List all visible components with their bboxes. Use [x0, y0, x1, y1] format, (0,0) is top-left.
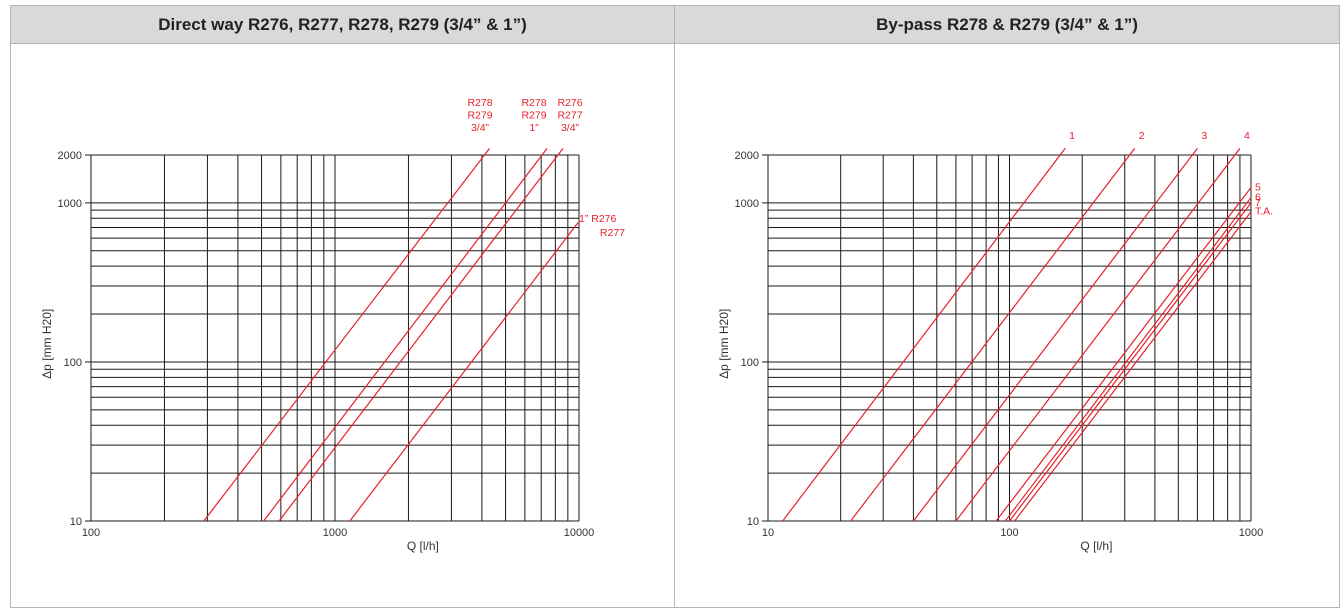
series-label: 3	[1201, 130, 1207, 142]
series-label: 3/4”	[471, 122, 490, 134]
series-line	[263, 148, 548, 522]
x-tick-label: 10000	[564, 527, 595, 539]
y-tick-label: 10	[70, 516, 82, 528]
panel-by-pass: By-pass R278 & R279 (3/4” & 1”) 10 100 100…	[675, 6, 1339, 607]
series-line	[203, 148, 491, 522]
series-label: R278	[467, 97, 492, 109]
y-tick-label: 2000	[735, 150, 759, 162]
series-label: 5	[1255, 181, 1261, 193]
series-label: 1	[1069, 130, 1075, 142]
panel-direct-way: Direct way R276, R277, R278, R279 (3/4” …	[11, 6, 675, 607]
series-label: R277	[600, 227, 625, 239]
x-axis-label: Q [l/h]	[407, 539, 439, 553]
series-line	[782, 148, 1066, 522]
x-tick-label: 10	[762, 527, 774, 539]
y-axis-label: Δp [mm H20]	[717, 309, 731, 379]
series-line	[278, 148, 564, 522]
grid	[85, 154, 580, 522]
series-label: R277	[557, 110, 582, 122]
chart-by-pass: 10 100 1000 2000 10 100 1000 Q [l/h] Δp [mm H20]…	[717, 130, 1273, 553]
series-label: 1” R276	[579, 213, 617, 225]
x-tick-label: 100	[82, 527, 100, 539]
y-tick-label: 100	[64, 357, 82, 369]
chart-title: By-pass R278 & R279 (3/4” & 1”)	[675, 6, 1339, 44]
x-tick-label: 1000	[1239, 527, 1263, 539]
series-line	[912, 148, 1198, 522]
x-tick-label: 1000	[323, 527, 347, 539]
y-tick-label: 100	[741, 357, 759, 369]
y-tick-label: 1000	[735, 198, 759, 210]
x-tick-label: 100	[1000, 527, 1018, 539]
figure-frame: Direct way R276, R277, R278, R279 (3/4” …	[10, 5, 1340, 608]
series-label: R278	[521, 97, 546, 109]
series-label: R276	[557, 97, 582, 109]
series-line	[955, 148, 1241, 522]
series-label: R279	[467, 110, 492, 122]
y-tick-label: 10	[747, 516, 759, 528]
series-label: 1”	[529, 122, 539, 134]
series-line	[995, 187, 1252, 522]
series-line	[1014, 211, 1252, 522]
series-label: 3/4”	[561, 122, 580, 134]
y-tick-label: 1000	[58, 198, 82, 210]
series-line	[1004, 197, 1252, 522]
series-label: 7	[1255, 197, 1261, 209]
series-line	[1009, 202, 1252, 522]
series-line	[850, 148, 1136, 522]
series-label: R279	[521, 110, 546, 122]
x-axis-label: Q [l/h]	[1080, 539, 1112, 553]
grid	[762, 154, 1252, 522]
series-line	[349, 222, 579, 522]
y-axis-label: Δp [mm H20]	[40, 309, 54, 379]
series-label: T.A.	[1255, 206, 1273, 218]
series-label: 2	[1139, 130, 1145, 142]
series-label: 4	[1244, 130, 1250, 142]
series-label: 6	[1255, 192, 1261, 204]
chart-title: Direct way R276, R277, R278, R279 (3/4” …	[11, 6, 674, 44]
y-tick-label: 2000	[58, 150, 82, 162]
